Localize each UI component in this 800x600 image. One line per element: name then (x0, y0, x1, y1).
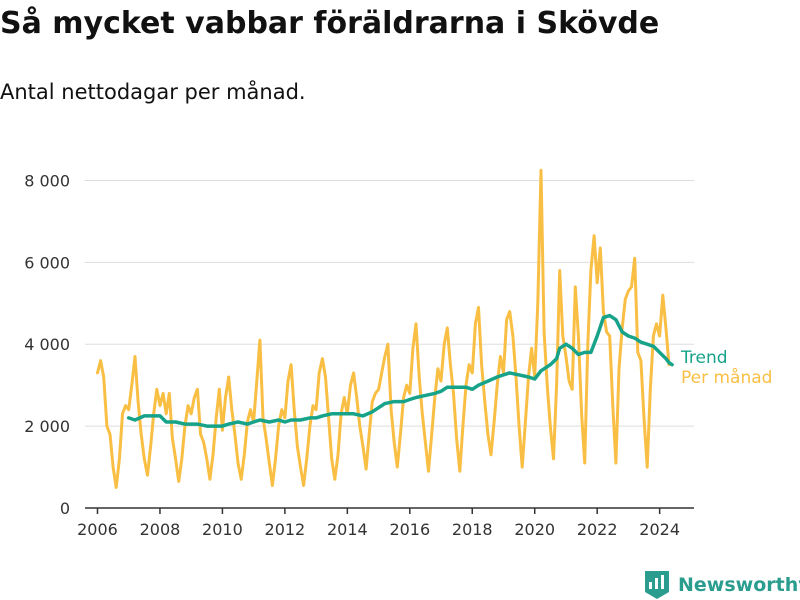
series-line-trend (126, 313, 674, 428)
y-tick-label: 6 000 (24, 253, 70, 272)
brand-name: Newsworthy (678, 574, 800, 596)
legend-label: Trend (680, 348, 728, 368)
x-tick-label: 2018 (452, 520, 493, 539)
y-tick-label: 4 000 (24, 335, 70, 354)
series-layer (96, 168, 674, 489)
x-tick-label: 2024 (639, 520, 680, 539)
y-axis-tick-labels: 0 2 000 4 000 6 000 8 000 (24, 171, 70, 518)
chart-subtitle: Antal nettodagar per månad. (0, 80, 306, 104)
legend-label: Per månad (681, 367, 772, 388)
x-tick-label: 2020 (514, 520, 555, 539)
x-tick-label: 2016 (389, 520, 430, 539)
x-axis: 2006 2008 2010 2012 2014 2016 2018 2020 2022 2024 (77, 507, 694, 539)
x-tick-label: 2006 (77, 520, 118, 539)
x-tick-label: 2014 (327, 520, 368, 539)
x-tick-label: 2022 (577, 520, 618, 539)
y-tick-label: 8 000 (24, 171, 70, 190)
chart-title: Så mycket vabbar föräldrarna i Skövde (0, 6, 660, 41)
newsworthy-logo-icon (645, 571, 669, 599)
y-tick-label: 0 (60, 499, 70, 518)
newsworthy-logo[interactable]: Newsworthy (644, 570, 800, 600)
x-tick-label: 2010 (202, 520, 243, 539)
series-line-per-manad (96, 168, 671, 489)
x-tick-label: 2012 (265, 520, 306, 539)
x-tick-label: 2008 (140, 520, 181, 539)
y-tick-label: 2 000 (24, 417, 70, 436)
